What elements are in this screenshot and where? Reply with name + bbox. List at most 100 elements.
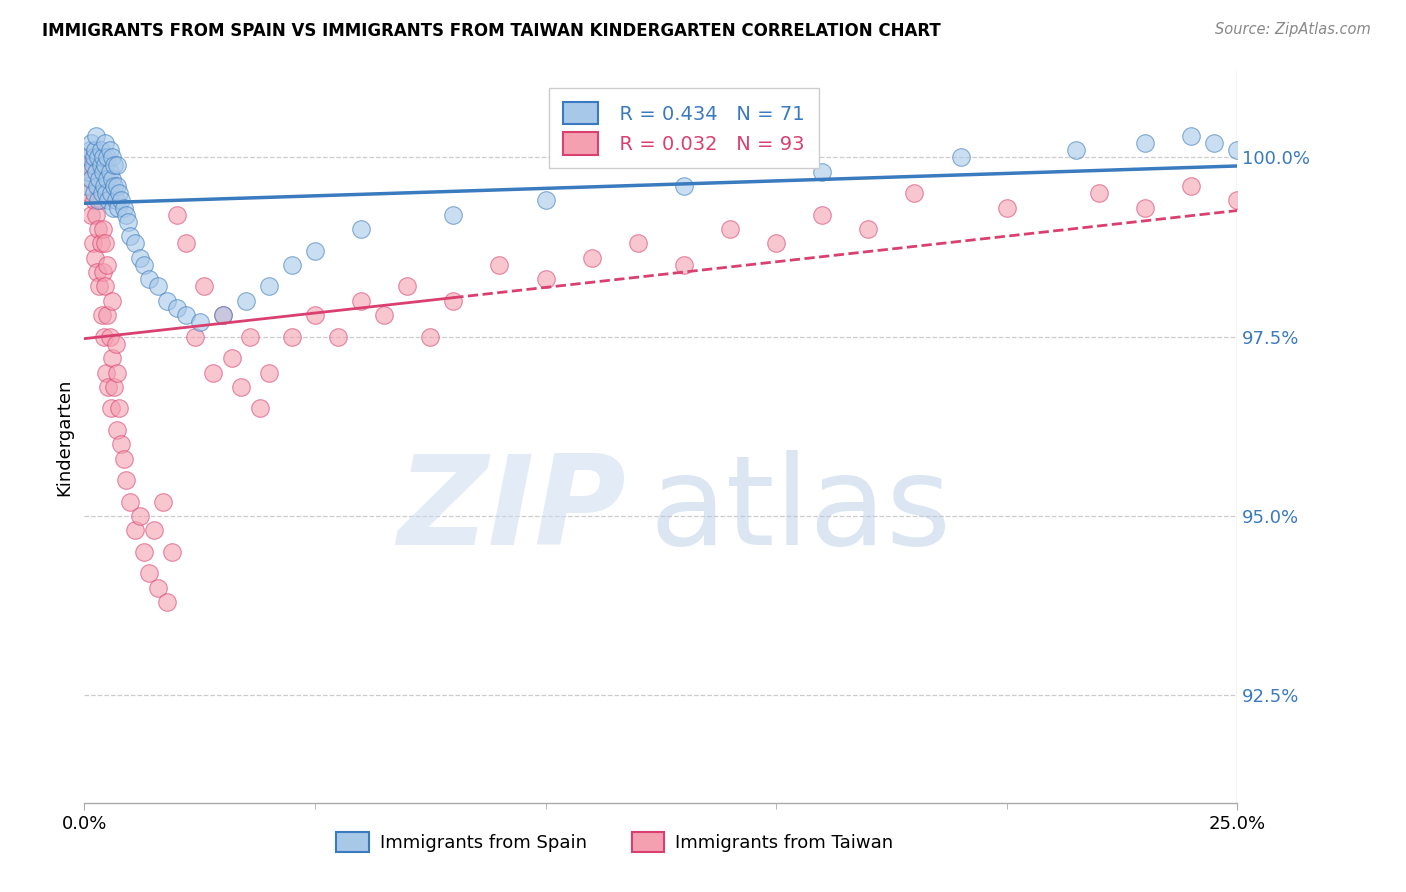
Point [124,524,146,538]
Point [87,150,110,164]
Point [100,401,122,416]
Point [80,172,103,186]
Point [97,380,120,394]
Point [156,595,179,609]
Point [211,308,233,322]
Point [101,201,124,215]
Point [91,150,114,164]
Point [239,329,262,343]
Point [97,194,120,208]
Point [627,236,650,251]
Point [82,158,104,172]
Point [142,524,165,538]
Point [419,329,441,343]
Point [91,222,114,236]
Point [221,351,243,366]
Point [1133,136,1156,150]
Point [87,279,110,293]
Point [373,308,395,322]
Point [93,329,115,343]
Point [1180,179,1202,194]
Point [79,158,101,172]
Point [105,158,128,172]
Point [903,186,925,201]
Point [98,165,121,179]
Point [235,293,257,308]
Point [105,366,128,380]
Point [98,143,121,157]
Point [89,158,111,172]
Point [80,136,103,150]
Point [128,251,150,265]
Point [90,308,112,322]
Point [105,423,128,437]
Legend: Immigrants from Spain, Immigrants from Taiwan: Immigrants from Spain, Immigrants from T… [329,824,900,860]
Point [115,473,138,487]
Point [120,229,142,244]
Point [257,279,280,293]
Point [84,165,107,179]
Point [534,272,557,286]
Point [96,366,118,380]
Text: Source: ZipAtlas.com: Source: ZipAtlas.com [1215,22,1371,37]
Point [211,308,233,322]
Point [166,301,188,315]
Point [304,244,326,258]
Point [103,380,125,394]
Point [93,179,115,194]
Point [83,143,105,157]
Point [76,165,98,179]
Point [104,194,127,208]
Point [83,150,105,164]
Point [124,236,146,251]
Point [107,201,129,215]
Point [87,222,110,236]
Point [166,208,188,222]
Text: ZIP: ZIP [398,450,626,571]
Point [96,150,118,164]
Point [672,179,695,194]
Point [1133,201,1156,215]
Point [76,179,98,194]
Point [101,351,124,366]
Point [84,208,107,222]
Point [82,236,104,251]
Point [156,293,179,308]
Point [672,258,695,272]
Point [80,208,103,222]
Point [350,293,373,308]
Point [1204,136,1226,150]
Point [128,508,150,523]
Point [96,186,118,201]
Point [96,258,118,272]
Point [105,179,128,194]
Point [488,258,510,272]
Point [108,186,131,201]
Point [89,143,111,157]
Point [94,236,117,251]
Point [581,251,603,265]
Point [281,329,304,343]
Point [79,143,101,157]
Point [89,236,111,251]
Point [281,258,304,272]
Point [718,222,741,236]
Point [87,194,110,208]
Point [202,366,225,380]
Point [249,401,271,416]
Point [110,194,132,208]
Point [104,336,127,351]
Point [84,128,107,143]
Point [77,150,100,164]
Point [811,208,834,222]
Point [83,251,105,265]
Point [231,380,253,394]
Point [765,236,787,251]
Point [98,329,121,343]
Point [534,194,557,208]
Point [94,136,117,150]
Point [87,172,110,186]
Point [120,494,142,508]
Point [138,272,160,286]
Point [441,293,464,308]
